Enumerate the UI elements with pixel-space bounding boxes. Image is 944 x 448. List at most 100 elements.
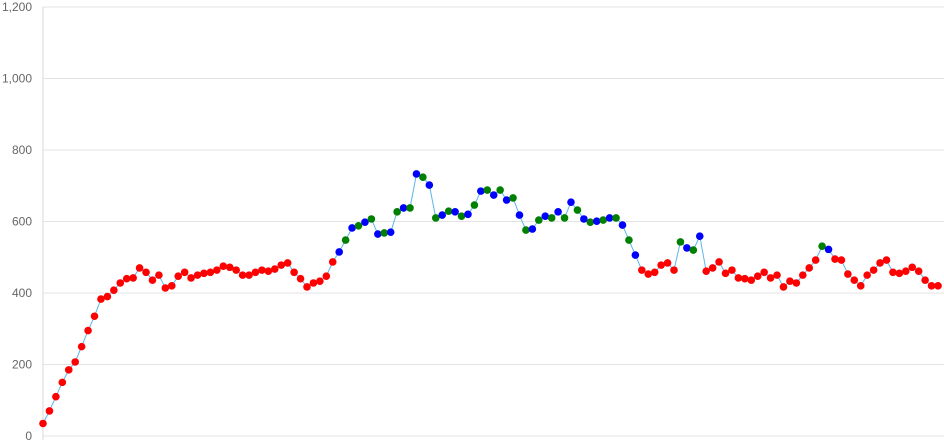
data-point	[39, 419, 47, 428]
data-point	[837, 256, 846, 264]
data-point	[599, 216, 607, 224]
data-point	[489, 191, 498, 199]
data-point	[425, 181, 434, 189]
data-point	[238, 271, 247, 279]
data-point	[876, 259, 884, 267]
y-tick-label: 600	[12, 215, 32, 229]
data-point	[811, 256, 820, 264]
data-point	[657, 261, 665, 269]
data-point	[689, 246, 698, 254]
data-point	[84, 326, 92, 335]
data-point	[77, 342, 86, 351]
data-point	[251, 268, 260, 277]
data-point	[258, 266, 266, 274]
data-point	[638, 266, 646, 274]
data-point	[451, 208, 459, 216]
y-tick-label: 1,000	[2, 72, 32, 86]
data-point	[741, 274, 749, 283]
data-point	[515, 211, 524, 219]
data-point	[663, 259, 672, 267]
data-point	[869, 266, 878, 274]
data-point	[431, 214, 440, 222]
data-point	[715, 258, 723, 266]
data-point	[438, 211, 447, 219]
data-point	[361, 218, 369, 227]
data-points	[39, 170, 942, 428]
data-point	[528, 225, 537, 233]
data-point	[560, 214, 569, 222]
data-point	[734, 274, 743, 282]
data-point	[386, 228, 395, 237]
data-point	[103, 292, 112, 301]
data-point	[695, 232, 704, 240]
data-point	[547, 214, 556, 222]
data-point	[97, 295, 105, 303]
data-point	[908, 263, 917, 272]
data-point	[786, 277, 794, 286]
data-point	[270, 265, 279, 273]
data-point	[412, 170, 421, 178]
data-point	[889, 268, 897, 277]
data-point	[895, 269, 904, 278]
data-point	[206, 268, 215, 277]
data-point	[213, 266, 221, 274]
data-point	[187, 274, 195, 282]
data-point	[676, 238, 685, 246]
data-point	[444, 207, 453, 215]
y-tick-label: 800	[12, 143, 32, 157]
data-point	[747, 276, 756, 284]
data-point	[193, 271, 202, 279]
data-point	[303, 283, 311, 291]
data-point	[219, 262, 228, 270]
data-point	[367, 215, 376, 223]
data-point	[650, 268, 659, 277]
data-point	[477, 187, 485, 195]
data-point	[683, 244, 691, 252]
data-point	[844, 270, 852, 278]
data-point	[921, 276, 929, 284]
data-point	[534, 216, 543, 224]
data-point	[496, 186, 504, 194]
data-point	[110, 286, 118, 294]
data-point	[116, 279, 125, 287]
y-tick-label: 200	[12, 358, 32, 372]
y-tick-label: 1,200	[2, 0, 32, 14]
data-point	[225, 263, 234, 272]
data-point	[766, 274, 775, 282]
data-point	[586, 218, 595, 227]
data-point	[264, 267, 273, 275]
data-point	[71, 358, 79, 366]
data-point	[612, 214, 620, 222]
y-tick-label: 400	[12, 286, 32, 300]
data-point	[509, 194, 517, 202]
data-point	[464, 210, 472, 219]
data-point	[129, 274, 137, 282]
data-point	[393, 208, 401, 216]
data-point	[644, 270, 653, 278]
data-point	[850, 276, 859, 284]
data-point	[58, 378, 67, 387]
data-point	[277, 261, 286, 269]
data-point	[122, 274, 131, 283]
data-point	[708, 264, 717, 272]
data-point	[605, 214, 614, 222]
data-point	[805, 264, 814, 272]
data-point	[760, 268, 768, 277]
data-point	[316, 277, 324, 286]
data-point	[374, 230, 382, 238]
data-point	[631, 251, 640, 259]
data-point	[283, 259, 292, 267]
data-point	[457, 212, 466, 220]
data-point	[354, 221, 363, 230]
data-point	[798, 271, 807, 279]
data-point	[419, 173, 427, 181]
data-point	[135, 264, 144, 272]
data-point	[174, 272, 183, 280]
data-point	[470, 201, 479, 209]
data-point	[753, 272, 762, 280]
data-point	[573, 206, 582, 214]
data-point	[554, 208, 562, 216]
data-point	[399, 204, 408, 212]
data-point	[483, 186, 492, 194]
